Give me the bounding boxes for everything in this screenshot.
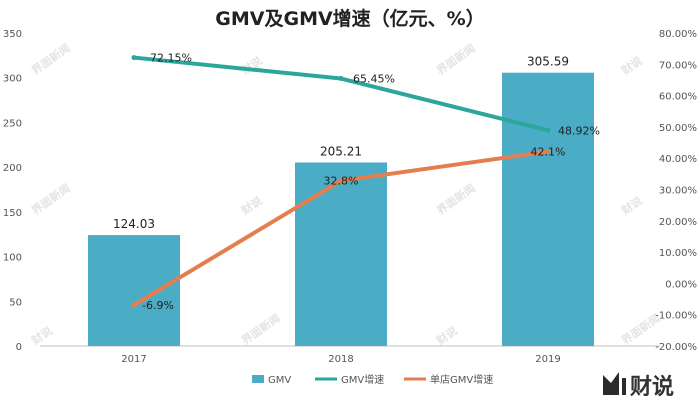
bar-value-label: 124.03 [113, 217, 155, 231]
watermark-text: 界面新闻 [29, 181, 73, 218]
series-line [132, 55, 550, 133]
watermark-text: 财说 [618, 193, 645, 218]
y-right-tick-label: 50.00% [659, 123, 697, 134]
chart-title: GMV及GMV增速（亿元、%） [215, 7, 484, 30]
y-right-tick-label: 60.00% [659, 92, 697, 103]
y-right-tick-label: -10.00% [655, 311, 697, 322]
y-right-tick-label: -20.00% [655, 342, 697, 353]
y-right-tick-label: 20.00% [659, 217, 697, 228]
y-right-tick-label: 40.00% [659, 154, 697, 165]
line-value-label: 48.92% [558, 124, 600, 137]
x-tick-label: 2018 [328, 354, 353, 365]
watermark-text: 财说 [238, 193, 265, 218]
y-left-tick-label: 200 [3, 163, 22, 174]
y-right-tick-label: 10.00% [659, 248, 697, 259]
legend-label: GMV [268, 375, 291, 386]
watermark-text: 财说 [238, 53, 265, 78]
logo-text: 财说 [630, 374, 674, 400]
y-left-tick-label: 150 [3, 208, 22, 219]
bars [88, 72, 594, 347]
series-point [338, 76, 344, 82]
line-value-label: 65.45% [353, 73, 395, 86]
y-right-tick-label: 70.00% [659, 60, 697, 71]
watermark-text: 界面新闻 [434, 181, 478, 218]
logo-bar [622, 378, 626, 395]
watermark-text: 财说 [28, 323, 55, 348]
legend-swatch [252, 375, 264, 383]
y-right-tick-label: 0.00% [665, 279, 697, 290]
bar-chart-logo-icon: 财说 [603, 372, 674, 400]
watermark-text: 财说 [433, 323, 460, 348]
watermark-text: 财说 [618, 53, 645, 78]
series-point [338, 178, 344, 184]
y-right-tick-label: 80.00% [659, 29, 697, 40]
watermark-text: 界面新闻 [239, 311, 283, 348]
line-value-label: 42.1% [531, 146, 566, 159]
line-value-label: 32.8% [324, 175, 359, 188]
y-left-tick-label: 100 [3, 253, 22, 264]
line-value-label: -6.9% [142, 299, 174, 312]
legend: GMV GMV增速 单店GMV增速 [252, 373, 493, 386]
y-left-tick-label: 0 [16, 342, 22, 353]
y-left-tick-label: 350 [3, 29, 22, 40]
lines [131, 55, 551, 308]
y-left-tick-label: 300 [3, 74, 22, 85]
series-point [545, 149, 551, 155]
legend-label: 单店GMV增速 [430, 373, 493, 386]
x-tick-label: 2017 [121, 354, 146, 365]
y-right-tick-label: 30.00% [659, 186, 697, 197]
logo-mark [603, 372, 619, 395]
y-left-tick-label: 250 [3, 118, 22, 129]
watermark-text: 界面新闻 [434, 41, 478, 78]
legend-label: GMV增速 [341, 373, 384, 386]
series-point [545, 127, 551, 133]
data-labels: 124.03 205.21 305.59 72.15% 65.45% 48.92% -6.9… [113, 52, 600, 312]
bar-value-label: 305.59 [527, 55, 569, 69]
bar-value-label: 205.21 [320, 144, 362, 158]
y-left-tick-label: 50 [9, 297, 22, 308]
series-point [131, 302, 137, 308]
bar [88, 235, 180, 346]
bar [502, 72, 594, 347]
line-value-label: 72.15% [150, 52, 192, 65]
bar [295, 162, 387, 346]
series-point [131, 55, 137, 61]
x-tick-label: 2019 [535, 354, 560, 365]
watermark-text: 界面新闻 [29, 41, 73, 78]
